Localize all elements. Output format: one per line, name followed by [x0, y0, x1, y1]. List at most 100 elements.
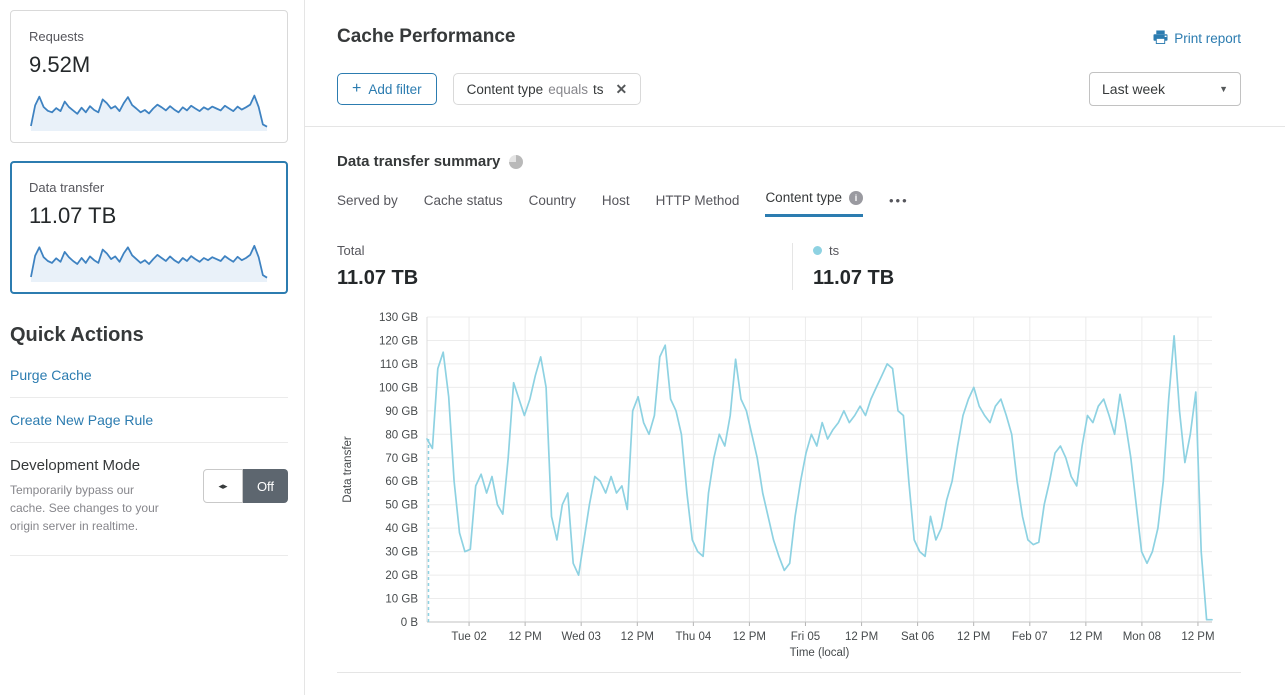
metric-card-label: Requests — [29, 29, 84, 44]
add-filter-button[interactable]: + Add filter — [337, 73, 437, 105]
tab-label: HTTP Method — [655, 193, 740, 208]
svg-text:20 GB: 20 GB — [385, 570, 418, 582]
metric-card-value: 11.07 TB — [29, 203, 117, 228]
svg-text:120 GB: 120 GB — [379, 335, 418, 347]
timer-icon — [509, 154, 524, 169]
svg-text:12 PM: 12 PM — [1181, 631, 1214, 643]
filter-chip-field: Content type — [466, 81, 544, 97]
development-mode-text: Development Mode Temporarily bypass our … — [10, 457, 170, 535]
sparkline-chart — [30, 94, 268, 131]
sidebar: Requests 9.52M Data transfer 11.07 TB Quick… — [0, 0, 305, 695]
metric-card-data-transfer[interactable]: Data transfer 11.07 TB — [10, 161, 288, 294]
total-label: Total — [337, 243, 365, 258]
remove-filter-icon[interactable]: ✕ — [615, 80, 628, 97]
main-header: Cache Performance Print report + Add fil… — [305, 0, 1285, 127]
legend-series-value: 11.07 TB — [813, 267, 895, 289]
chevron-down-icon: ▼ — [1219, 84, 1228, 94]
metric-cards: Requests 9.52M Data transfer 11.07 TB — [10, 10, 288, 294]
sparkline-chart — [30, 244, 268, 282]
development-mode-section: Development Mode Temporarily bypass our … — [10, 443, 288, 556]
page-title: Cache Performance — [337, 26, 516, 47]
tab-cache-status[interactable]: Cache status — [424, 193, 503, 217]
svg-text:Feb 07: Feb 07 — [1012, 631, 1048, 643]
svg-text:Time (local): Time (local) — [790, 647, 850, 659]
legend-label: ts — [813, 243, 894, 258]
svg-text:Mon 08: Mon 08 — [1123, 631, 1161, 643]
stat-total: Total 11.07 TB — [337, 243, 792, 290]
svg-text:110 GB: 110 GB — [380, 359, 418, 371]
development-mode-description: Temporarily bypass our cache. See change… — [10, 483, 159, 533]
data-transfer-chart[interactable]: 0 B 10 GB 20 GB 30 GB 40 GB 50 GB 60 GB 70 GB 80… — [337, 304, 1241, 672]
svg-text:90 GB: 90 GB — [385, 406, 418, 418]
print-report-label: Print report — [1174, 31, 1241, 46]
svg-text:12 PM: 12 PM — [1069, 631, 1102, 643]
svg-text:50 GB: 50 GB — [385, 500, 418, 512]
more-tabs-icon[interactable]: ••• — [889, 193, 909, 208]
legend-series-name: ts — [829, 243, 840, 258]
tab-label: Country — [528, 193, 576, 208]
svg-text:70 GB: 70 GB — [385, 453, 418, 465]
svg-text:Fri 05: Fri 05 — [791, 631, 820, 643]
metric-card-label: Data transfer — [29, 180, 105, 195]
filter-chip-operator: equals — [548, 81, 588, 97]
info-icon[interactable]: i — [849, 190, 863, 205]
summary-tabs: Served by Cache status Country Host HTTP Met… — [337, 190, 1241, 217]
legend-dot-icon — [813, 246, 822, 255]
svg-text:Sat 06: Sat 06 — [901, 631, 934, 643]
printer-icon — [1153, 30, 1168, 47]
metric-card-value: 9.52M — [29, 52, 91, 77]
svg-text:0 B: 0 B — [401, 617, 419, 629]
print-report-link[interactable]: Print report — [1153, 30, 1241, 47]
filter-chip-value: ts — [592, 81, 604, 97]
tab-label: Served by — [337, 193, 398, 208]
filter-chip: Content type equals ts ✕ — [452, 73, 642, 105]
svg-text:12 PM: 12 PM — [957, 631, 990, 643]
toggle-arrows-icon[interactable]: ◂▸ — [203, 469, 243, 503]
time-range-value: Last week — [1102, 81, 1166, 97]
metric-card-requests[interactable]: Requests 9.52M — [10, 10, 288, 143]
svg-text:80 GB: 80 GB — [385, 429, 418, 441]
tab-host[interactable]: Host — [602, 193, 630, 217]
svg-text:12 PM: 12 PM — [845, 631, 878, 643]
svg-text:12 PM: 12 PM — [733, 631, 766, 643]
svg-text:30 GB: 30 GB — [385, 547, 418, 559]
svg-text:60 GB: 60 GB — [385, 476, 418, 488]
toggle-off-label[interactable]: Off — [243, 469, 288, 503]
svg-text:12 PM: 12 PM — [621, 631, 654, 643]
total-value: 11.07 TB — [337, 267, 419, 289]
development-mode-toggle[interactable]: ◂▸ Off — [203, 469, 288, 503]
section-divider — [337, 672, 1241, 673]
quick-actions-links: Purge Cache Create New Page Rule — [10, 353, 288, 443]
svg-text:10 GB: 10 GB — [385, 594, 418, 606]
svg-text:40 GB: 40 GB — [385, 523, 418, 535]
svg-text:130 GB: 130 GB — [379, 312, 418, 324]
tab-label: Content type — [765, 190, 842, 205]
tab-http-method[interactable]: HTTP Method — [656, 193, 740, 217]
filter-row: + Add filter Content type equals ts ✕ La… — [337, 72, 1241, 106]
svg-text:12 PM: 12 PM — [509, 631, 542, 643]
plus-icon: + — [352, 80, 362, 97]
svg-text:Tue 02: Tue 02 — [451, 631, 486, 643]
main-panel: Cache Performance Print report + Add fil… — [305, 0, 1285, 695]
summary-title-row: Data transfer summary — [337, 153, 1241, 170]
development-mode-title: Development Mode — [10, 457, 141, 474]
quick-actions-title: Quick Actions — [10, 324, 144, 346]
tab-label: Cache status — [423, 193, 503, 208]
stat-legend-ts: ts 11.07 TB — [792, 243, 894, 290]
time-range-dropdown[interactable]: Last week ▼ — [1089, 72, 1241, 106]
tab-country[interactable]: Country — [529, 193, 576, 217]
tab-content-type[interactable]: Content type i — [765, 190, 863, 217]
svg-text:Data transfer: Data transfer — [342, 436, 354, 503]
tab-served-by[interactable]: Served by — [337, 193, 398, 217]
svg-text:Wed 03: Wed 03 — [561, 631, 600, 643]
summary-title: Data transfer summary — [337, 153, 501, 170]
svg-text:100 GB: 100 GB — [379, 382, 418, 394]
quick-action-purge-cache[interactable]: Purge Cache — [10, 353, 288, 398]
stats-row: Total 11.07 TB ts 11.07 TB — [337, 243, 1241, 290]
summary-section: Data transfer summary Served by Cache sta… — [305, 127, 1285, 695]
add-filter-label: Add filter — [368, 81, 422, 97]
quick-action-create-new-page-rule[interactable]: Create New Page Rule — [10, 398, 288, 443]
tab-label: Host — [601, 193, 630, 208]
svg-text:Thu 04: Thu 04 — [675, 631, 711, 643]
